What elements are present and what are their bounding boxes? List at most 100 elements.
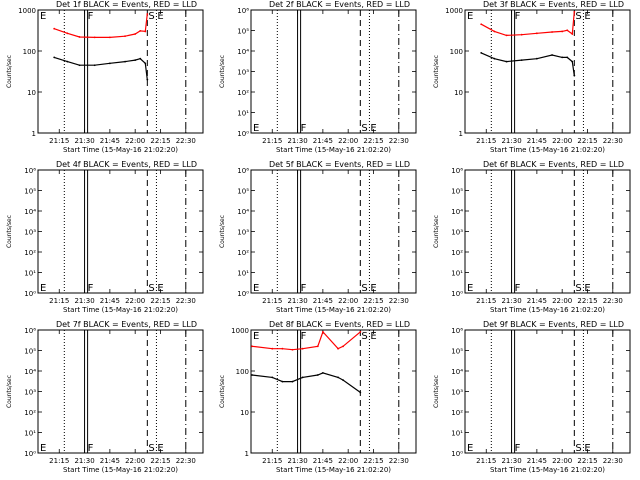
data-point-lld — [139, 29, 142, 32]
y-tick-label: 100 — [450, 48, 463, 56]
data-point-lld — [251, 345, 253, 348]
marker-e: E — [584, 443, 590, 454]
y-tick-label: 10⁵ — [237, 188, 249, 196]
y-tick-label: 10⁰ — [24, 290, 36, 298]
data-point-events — [316, 374, 319, 376]
marker-f: F — [515, 11, 521, 22]
y-tick-label: 10³ — [451, 229, 463, 237]
x-tick-label: 22:30 — [176, 137, 196, 145]
y-tick-label: 10³ — [237, 69, 249, 77]
data-point-lld — [316, 345, 319, 348]
data-point-events — [571, 60, 574, 63]
marker-e: E — [253, 331, 259, 342]
x-tick-label: 22:00 — [552, 137, 572, 145]
y-axis-label: Counts/sec — [219, 375, 226, 408]
y-tick-label: 100 — [23, 48, 36, 56]
x-tick-label: 21:45 — [313, 457, 333, 465]
x-tick-label: 21:30 — [501, 297, 521, 305]
series-line-events — [480, 52, 575, 76]
data-point-events — [573, 74, 576, 77]
marker-f: F — [301, 283, 307, 294]
marker-e: E — [40, 443, 46, 454]
x-tick-label: 21:30 — [501, 137, 521, 145]
series-line-events — [251, 372, 361, 393]
y-tick-label: 10⁰ — [237, 130, 249, 138]
x-tick-label: 22:00 — [338, 457, 358, 465]
data-point-lld — [108, 36, 111, 39]
marker-e: E — [253, 123, 259, 134]
data-point-events — [359, 391, 362, 394]
y-tick-label: 10⁰ — [24, 450, 36, 458]
marker-e: E — [40, 11, 46, 22]
panel-det-4: Det 4f BLACK = Events, RED = LLD Counts/s… — [6, 160, 204, 314]
data-point-lld — [480, 23, 483, 26]
y-tick-label: 1 — [245, 450, 249, 458]
y-tick-label: 10⁰ — [451, 450, 463, 458]
x-tick-label: 22:15 — [363, 137, 383, 145]
data-point-lld — [93, 36, 96, 39]
y-tick-label: 10¹ — [451, 270, 463, 278]
marker-s: S — [148, 443, 154, 454]
marker-f: F — [88, 11, 94, 22]
y-tick-label: 10⁴ — [24, 368, 36, 376]
data-point-events — [535, 57, 538, 60]
marker-s: S — [575, 11, 581, 22]
marker-s: S — [575, 443, 581, 454]
x-tick-label: 21:15 — [262, 137, 282, 145]
y-axis-label: Counts/sec — [219, 55, 226, 88]
y-tick-label: 10¹ — [24, 270, 36, 278]
y-tick-label: 100 — [236, 368, 249, 376]
data-point-events — [93, 64, 96, 67]
data-point-events — [291, 380, 294, 383]
y-tick-label: 10⁶ — [237, 7, 249, 15]
y-tick-label: 10⁵ — [451, 188, 463, 196]
data-point-lld — [342, 345, 345, 348]
data-point-events — [134, 59, 137, 61]
data-point-events — [561, 56, 564, 59]
x-tick-label: 21:30 — [74, 297, 94, 305]
marker-f: F — [88, 443, 94, 454]
panel-det-3: Det 3f BLACK = Events, RED = LLD Counts/s… — [433, 0, 631, 154]
y-tick-label: 10¹ — [451, 430, 463, 438]
data-point-events — [566, 56, 569, 59]
panel-det-5: Det 5f BLACK = Events, RED = LLD Counts/s… — [219, 160, 417, 314]
x-tick-label: 22:30 — [389, 297, 409, 305]
y-tick-label: 10³ — [24, 229, 36, 237]
y-tick-label: 10³ — [237, 229, 249, 237]
marker-f: F — [88, 283, 94, 294]
marker-e: E — [157, 11, 163, 22]
y-tick-label: 10⁴ — [451, 368, 463, 376]
y-tick-label: 10⁴ — [237, 48, 249, 56]
x-tick-label: 21:15 — [49, 137, 69, 145]
x-tick-label: 22:15 — [577, 297, 597, 305]
y-axis-label: Counts/sec — [433, 55, 440, 88]
marker-e: E — [467, 11, 473, 22]
x-tick-label: 22:00 — [125, 457, 145, 465]
x-tick-label: 21:30 — [74, 457, 94, 465]
x-tick-label: 21:45 — [527, 137, 547, 145]
data-point-lld — [134, 33, 137, 35]
data-point-lld — [520, 33, 523, 36]
data-point-events — [66, 60, 69, 63]
x-tick-label: 22:30 — [389, 457, 409, 465]
panel-det-6: Det 6f BLACK = Events, RED = LLD Counts/s… — [433, 160, 631, 314]
x-tick-label: 22:15 — [150, 297, 170, 305]
data-point-events — [146, 78, 149, 81]
marker-e: E — [467, 283, 473, 294]
x-tick-label: 22:30 — [603, 297, 623, 305]
data-point-lld — [561, 30, 564, 33]
x-axis-label: Start Time (15-May-16 21:02:20) — [490, 146, 605, 154]
y-axis-label: Counts/sec — [433, 215, 440, 248]
y-tick-label: 10² — [451, 409, 463, 417]
data-point-events — [337, 376, 339, 379]
plot-frame — [250, 9, 417, 134]
x-tick-label: 21:15 — [262, 297, 282, 305]
y-axis-label: Counts/sec — [6, 375, 13, 408]
data-point-events — [108, 62, 111, 65]
plot-frame — [37, 329, 204, 454]
data-point-lld — [146, 13, 149, 15]
marker-e: E — [370, 331, 376, 342]
chart-title: Det 3f BLACK = Events, RED = LLD — [483, 0, 624, 9]
x-tick-label: 21:30 — [287, 457, 307, 465]
